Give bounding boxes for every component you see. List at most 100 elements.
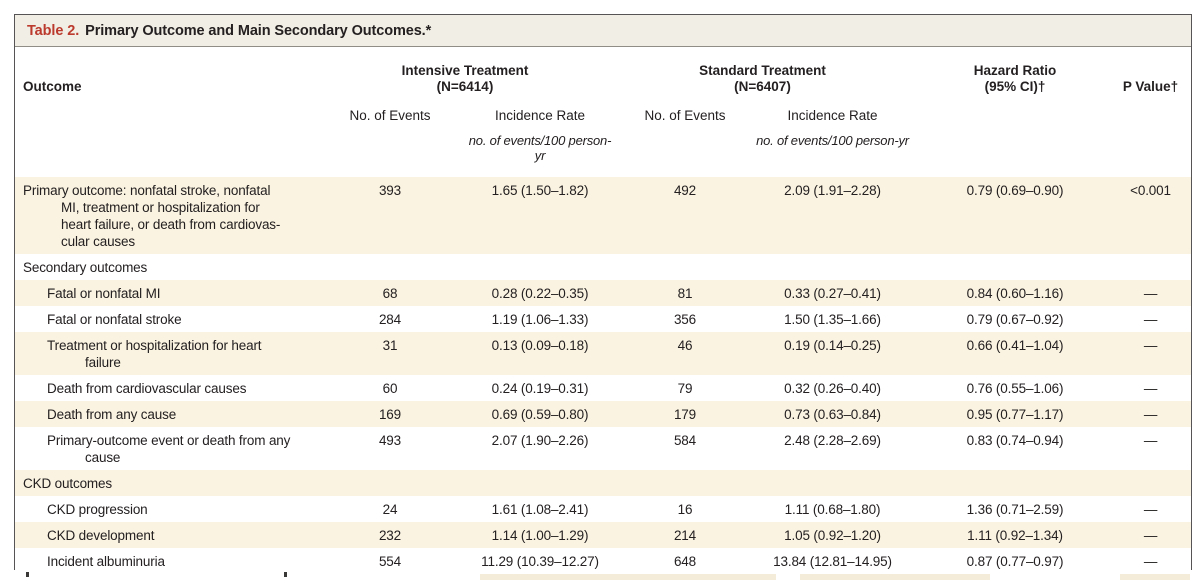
hazard-ratio-cell: 1.11 (0.92–1.34) — [967, 528, 1063, 543]
standard-events-cell: 81 — [677, 286, 693, 301]
column-header-intensive-treatment: Intensive Treatment (N=6414) — [315, 63, 615, 95]
hazard-ratio-cell: 0.79 (0.67–0.92) — [966, 312, 1064, 327]
intensive-events-cell: 31 — [382, 338, 398, 353]
outcome-text-line: cular causes — [61, 234, 135, 249]
outcome-text-line: MI, treatment or hospitalization for — [61, 200, 260, 215]
table-row: Fatal or nonfatal stroke 284 1.19 (1.06–… — [15, 306, 1191, 332]
cropped-row-shade — [1120, 574, 1190, 580]
intensive-treatment-n: (N=6414) — [436, 79, 494, 94]
table-row: Incident albuminuria 554 11.29 (10.39–12… — [15, 548, 1191, 574]
header-units-row: no. of events/100 person-yr no. of event… — [15, 124, 1191, 177]
outcome-cell: CKD outcomes — [15, 470, 315, 496]
outcome-cell: CKD development — [15, 522, 315, 548]
outcome-text-line: failure — [85, 355, 121, 370]
hazard-ratio-cell: 1.36 (0.71–2.59) — [966, 502, 1064, 517]
standard-events-cell — [615, 254, 755, 280]
outcome-cell: Primary outcome: nonfatal stroke, nonfat… — [15, 177, 315, 254]
intensive-events-cell: 554 — [378, 554, 402, 569]
intensive-events-cell: 24 — [382, 502, 398, 517]
subheader-standard-events: No. of Events — [644, 108, 726, 123]
spacer — [15, 108, 315, 124]
intensive-rate-cell: 0.28 (0.22–0.35) — [491, 286, 589, 301]
standard-rate-cell: 0.33 (0.27–0.41) — [784, 286, 881, 301]
subheader-standard-rate: Incidence Rate — [787, 108, 878, 123]
table-row: CKD development 232 1.14 (1.00–1.29) 214… — [15, 522, 1191, 548]
intensive-events-cell: 284 — [378, 312, 402, 327]
intensive-rate-cell — [465, 254, 615, 280]
p-value-cell: — — [1143, 286, 1158, 301]
standard-rate-cell: 2.09 (1.91–2.28) — [784, 183, 881, 198]
p-value-cell: — — [1143, 381, 1158, 396]
p-value-cell: — — [1143, 502, 1158, 517]
outcome-cell: Fatal or nonfatal MI — [15, 280, 315, 306]
standard-events-cell: 648 — [673, 554, 697, 569]
standard-events-cell: 492 — [673, 183, 697, 198]
spacer — [910, 133, 1120, 163]
spacer — [1120, 108, 1191, 124]
hazard-ratio-cell: 0.66 (0.41–1.04) — [966, 338, 1064, 353]
header-subheader-row: No. of Events Incidence Rate No. of Even… — [15, 95, 1191, 124]
table-title-bar: Table 2. Primary Outcome and Main Seconda… — [15, 15, 1191, 47]
p-value-cell: — — [1143, 312, 1158, 327]
standard-events-cell: 16 — [677, 502, 693, 517]
standard-rate-cell: 0.19 (0.14–0.25) — [784, 338, 881, 353]
standard-rate-cell — [755, 470, 910, 496]
p-value-cell: — — [1143, 407, 1158, 422]
outcome-text-line: Treatment or hospitalization for heart — [47, 338, 262, 353]
column-header-p-value: P Value† — [1122, 79, 1179, 94]
standard-events-cell: 46 — [677, 338, 693, 353]
table-number-label: Table 2. — [27, 23, 80, 39]
p-value-cell: <0.001 — [1130, 183, 1171, 198]
hazard-ratio-cell: 0.76 (0.55–1.06) — [966, 381, 1064, 396]
outcome-text-line: Primary-outcome event or death from any — [47, 433, 291, 448]
hazard-ratio-cell: 0.87 (0.77–0.97) — [966, 554, 1064, 569]
cropped-text-mark — [284, 572, 287, 577]
p-value-cell — [1120, 470, 1191, 496]
table-row: CKD outcomes — [15, 470, 1191, 496]
table-header: Outcome Intensive Treatment (N=6414) Sta… — [15, 47, 1191, 177]
subheader-intensive-rate: Incidence Rate — [494, 108, 586, 123]
units-label-intensive: no. of events/100 person-yr — [468, 133, 612, 163]
outcome-text-line: CKD development — [47, 528, 155, 543]
intensive-rate-cell — [465, 470, 615, 496]
intensive-events-cell: 232 — [378, 528, 402, 543]
cropped-text-mark — [26, 572, 29, 577]
outcome-cell: Treatment or hospitalization for heart fa… — [15, 332, 315, 375]
table-row: Death from any cause 169 0.69 (0.59–0.80… — [15, 401, 1191, 427]
p-value-cell — [1120, 254, 1191, 280]
column-header-outcome: Outcome — [23, 79, 82, 94]
intensive-events-cell: 169 — [378, 407, 402, 422]
intensive-rate-cell: 1.65 (1.50–1.82) — [491, 183, 589, 198]
units-label-standard: no. of events/100 person-yr — [756, 133, 909, 148]
intensive-rate-cell: 0.13 (0.09–0.18) — [491, 338, 589, 353]
standard-rate-cell: 13.84 (12.81–14.95) — [773, 554, 892, 569]
outcome-cell: Secondary outcomes — [15, 254, 315, 280]
cropped-row-shade — [480, 574, 776, 580]
spacer — [315, 133, 465, 163]
intensive-rate-cell: 1.61 (1.08–2.41) — [491, 502, 589, 517]
spacer — [15, 133, 315, 163]
standard-events-cell — [615, 470, 755, 496]
standard-rate-cell: 1.05 (0.92–1.20) — [784, 528, 881, 543]
outcome-cell: Incident albuminuria — [15, 548, 315, 574]
outcome-text-line: Fatal or nonfatal stroke — [47, 312, 182, 327]
table-row: Primary-outcome event or death from any c… — [15, 427, 1191, 470]
cropped-row-shade — [800, 574, 990, 580]
outcome-text-line: CKD outcomes — [23, 476, 112, 491]
hazard-ratio-cell: 0.79 (0.69–0.90) — [966, 183, 1064, 198]
intensive-rate-cell: 0.69 (0.59–0.80) — [491, 407, 589, 422]
outcome-text-line: Primary outcome: nonfatal stroke, nonfat… — [23, 183, 271, 198]
outcome-cell: Fatal or nonfatal stroke — [15, 306, 315, 332]
standard-rate-cell: 1.50 (1.35–1.66) — [784, 312, 881, 327]
intensive-events-cell: 493 — [378, 433, 402, 448]
outcome-text-line: Death from any cause — [47, 407, 177, 422]
table-row: Primary outcome: nonfatal stroke, nonfat… — [15, 177, 1191, 254]
outcome-text-line: CKD progression — [47, 502, 148, 517]
intensive-events-cell — [315, 254, 465, 280]
intensive-events-cell: 60 — [382, 381, 398, 396]
column-header-hazard-ratio: Hazard Ratio (95% CI)† — [910, 63, 1120, 95]
intensive-rate-cell: 2.07 (1.90–2.26) — [491, 433, 589, 448]
header-group-row: Outcome Intensive Treatment (N=6414) Sta… — [15, 47, 1191, 95]
spacer — [615, 133, 755, 163]
intensive-treatment-name: Intensive Treatment — [401, 63, 529, 78]
